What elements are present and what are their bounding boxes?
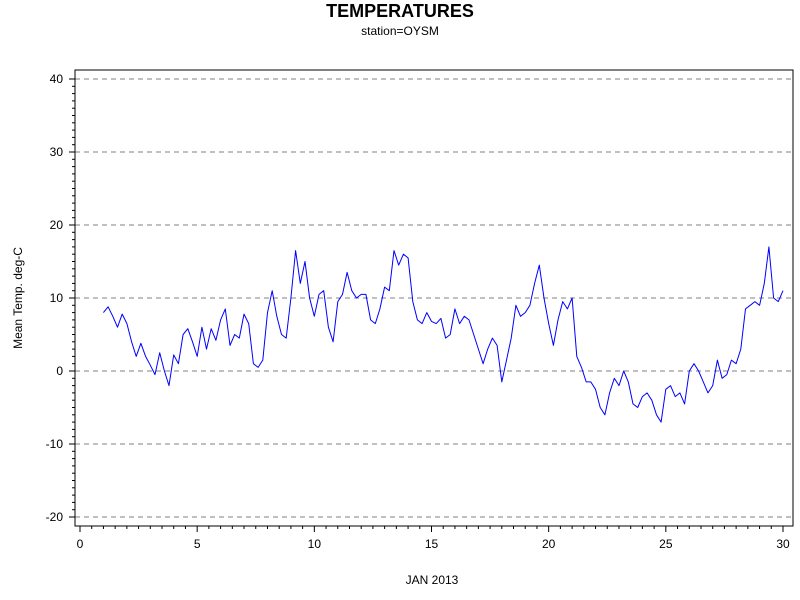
gridlines: [75, 78, 793, 518]
chart-subtitle: station=OYSM: [361, 24, 439, 38]
plot-frame: [74, 69, 794, 527]
y-tick-label: 0: [56, 364, 63, 378]
minor-ticks: [72, 85, 772, 529]
major-ticks: [69, 78, 784, 532]
y-axis-label: Mean Temp. deg-C: [11, 247, 25, 349]
x-tick-label: 30: [776, 537, 790, 551]
y-tick-label: -20: [46, 510, 64, 524]
x-tick-labels: 0 5 10 15 20 25 30: [77, 537, 790, 551]
temperature-series-line: [103, 246, 784, 423]
x-tick-label: 10: [308, 537, 322, 551]
x-tick-label: 20: [542, 537, 556, 551]
y-tick-label: -10: [46, 437, 64, 451]
y-tick-label: 10: [50, 291, 64, 305]
x-tick-label: 5: [194, 537, 201, 551]
x-tick-label: 25: [659, 537, 673, 551]
x-tick-label: 15: [425, 537, 439, 551]
x-tick-label: 0: [77, 537, 84, 551]
chart-title: TEMPERATURES: [326, 1, 474, 21]
y-tick-labels: -20 -10 0 10 20 30 40: [46, 72, 64, 524]
y-tick-label: 20: [50, 218, 64, 232]
y-tick-label: 30: [50, 145, 64, 159]
x-axis-label: JAN 2013: [406, 573, 459, 587]
y-tick-label: 40: [50, 72, 64, 86]
